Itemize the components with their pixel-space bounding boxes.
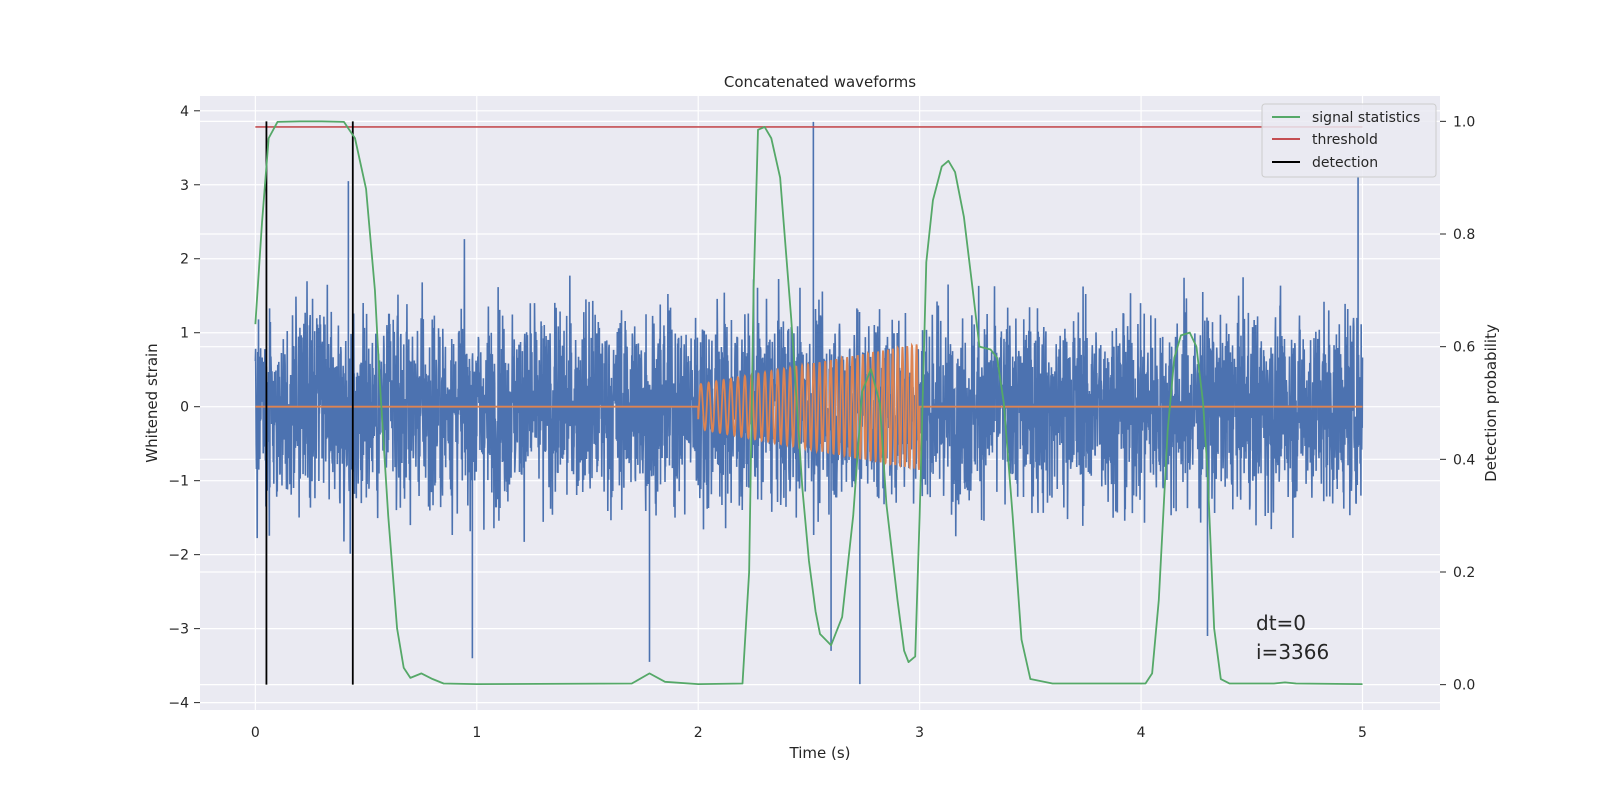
- chart-title: Concatenated waveforms: [724, 73, 916, 91]
- y-tick-label: 0: [180, 400, 189, 416]
- y-axis-ticks: −4 −3 −2 −1 0 1 2 3 4: [168, 104, 200, 712]
- template-series: [255, 342, 1363, 471]
- x-axis-ticks: 0 1 2 3 4 5: [251, 725, 1367, 741]
- y-tick-label: −3: [168, 622, 189, 638]
- legend-label-signal-statistics: signal statistics: [1312, 110, 1420, 126]
- y-tick-label: −2: [168, 548, 189, 564]
- y-tick-label: 1: [180, 326, 189, 342]
- y-tick-label: 4: [180, 104, 189, 120]
- noise-line: [254, 121, 1364, 685]
- legend-label-detection: detection: [1312, 155, 1378, 171]
- y2-tick-label: 0.2: [1453, 565, 1475, 581]
- y-tick-label: 3: [180, 178, 189, 194]
- x-tick-label: 2: [694, 725, 703, 741]
- y2-tick-label: 0.4: [1453, 452, 1475, 468]
- x-tick-label: 0: [251, 725, 260, 741]
- template-line: [255, 342, 1363, 471]
- y2-tick-label: 0.8: [1453, 227, 1475, 243]
- x-tick-label: 4: [1137, 725, 1146, 741]
- annotation-index: i=3366: [1256, 640, 1329, 664]
- y2-axis-ticks: 0.0 0.2 0.4 0.6 0.8 1.0: [1440, 114, 1475, 694]
- y2-tick-label: 1.0: [1453, 114, 1475, 130]
- y-tick-label: 2: [180, 252, 189, 268]
- y-axis-label: Whitened strain: [143, 343, 161, 462]
- legend: signal statistics threshold detection: [1261, 103, 1437, 178]
- legend-label-threshold: threshold: [1312, 132, 1378, 148]
- legend-box: [1261, 103, 1437, 178]
- plot-area: [254, 120, 1364, 685]
- noise-series: [254, 121, 1364, 685]
- x-tick-label: 1: [472, 725, 481, 741]
- x-tick-label: 5: [1358, 725, 1367, 741]
- y2-axis-label: Detection probability: [1482, 324, 1500, 482]
- y2-tick-label: 0.0: [1453, 678, 1475, 694]
- y2-tick-label: 0.6: [1453, 340, 1475, 356]
- detection-series: [265, 121, 354, 685]
- x-axis-label: Time (s): [789, 744, 851, 762]
- y-tick-label: −1: [168, 474, 189, 490]
- signal-statistics-line: [254, 120, 1363, 685]
- x-tick-label: 3: [915, 725, 924, 741]
- annotation-dt: dt=0: [1256, 611, 1306, 635]
- signal-statistics-series: [254, 120, 1363, 685]
- y-tick-label: −4: [168, 696, 189, 712]
